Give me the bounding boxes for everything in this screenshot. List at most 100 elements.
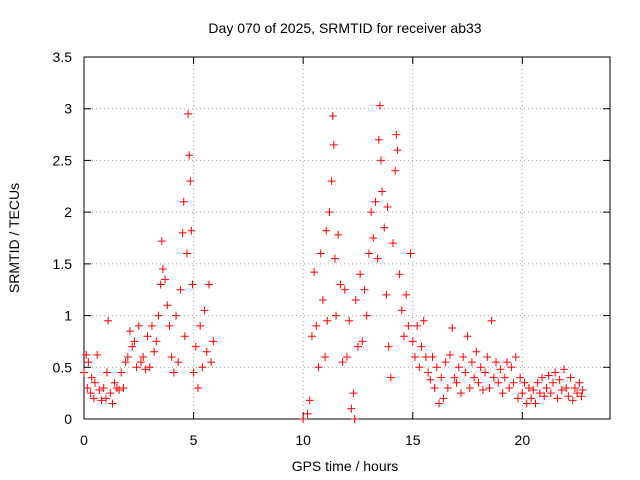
data-point	[99, 383, 108, 392]
data-point	[555, 375, 564, 384]
data-point	[179, 197, 188, 206]
data-point	[117, 368, 126, 377]
data-point	[86, 389, 95, 398]
data-point	[351, 296, 360, 305]
data-point	[330, 254, 339, 263]
data-point	[343, 352, 351, 361]
data-point	[408, 337, 417, 346]
data-point	[163, 301, 172, 310]
data-point	[496, 365, 505, 374]
data-point	[452, 378, 461, 387]
data-point	[90, 378, 99, 387]
data-point	[325, 208, 334, 217]
x-tick-label: 15	[405, 432, 421, 448]
data-point	[154, 311, 163, 320]
data-point	[470, 373, 479, 382]
data-point	[371, 197, 380, 206]
data-point	[132, 363, 141, 372]
x-tick-label: 20	[515, 432, 531, 448]
data-point	[500, 373, 509, 382]
data-point	[432, 363, 441, 372]
data-point	[93, 350, 102, 359]
data-point	[338, 358, 347, 367]
data-point	[492, 358, 501, 367]
data-point	[321, 352, 330, 361]
data-point	[448, 323, 457, 332]
data-point	[502, 358, 511, 367]
data-point	[360, 285, 369, 294]
y-tick-label: 1	[64, 308, 72, 324]
data-point	[152, 337, 161, 346]
data-point	[476, 363, 485, 372]
data-point	[202, 347, 211, 356]
data-point	[200, 306, 209, 315]
data-point	[150, 347, 159, 356]
data-point	[374, 135, 383, 144]
data-point	[84, 358, 93, 367]
data-point	[392, 130, 401, 139]
data-point	[384, 342, 393, 351]
data-point	[417, 342, 426, 351]
data-point	[544, 371, 553, 380]
data-point	[461, 368, 470, 377]
data-point	[316, 249, 325, 258]
data-point	[139, 352, 148, 361]
data-point	[356, 270, 365, 279]
data-point	[80, 368, 88, 377]
data-point	[169, 368, 178, 377]
data-point	[188, 280, 197, 289]
data-point	[386, 373, 395, 382]
data-point	[156, 280, 165, 289]
data-point	[136, 358, 145, 367]
data-point	[402, 290, 411, 299]
x-tick-label: 0	[80, 432, 88, 448]
data-point	[553, 394, 562, 403]
data-point	[345, 316, 354, 325]
data-point	[322, 226, 331, 235]
data-point	[575, 378, 584, 387]
axis-ticks: 0 0.5 1 1.5 2 2.5 3 3.5 0 5 10 15 20	[53, 49, 610, 448]
data-point	[531, 399, 540, 408]
data-point	[147, 321, 156, 330]
data-point	[115, 386, 124, 395]
data-point	[185, 151, 194, 160]
data-point	[573, 389, 582, 398]
data-point	[134, 321, 143, 330]
data-point	[358, 337, 367, 346]
data-point	[485, 383, 494, 392]
data-point	[312, 321, 321, 330]
data-point	[459, 352, 468, 361]
data-point	[483, 352, 492, 361]
data-point	[577, 392, 586, 401]
data-point	[494, 378, 503, 387]
data-point	[446, 350, 455, 359]
y-tick-label: 2	[64, 204, 72, 220]
data-point	[542, 383, 551, 392]
data-point	[334, 230, 343, 239]
data-point	[478, 386, 487, 395]
data-point	[198, 363, 207, 372]
data-point	[375, 101, 384, 110]
data-point	[518, 389, 527, 398]
data-point	[529, 386, 538, 395]
data-point	[106, 389, 115, 398]
data-point	[110, 378, 119, 387]
data-point	[463, 332, 472, 341]
data-point	[369, 234, 378, 242]
data-point	[327, 177, 336, 186]
data-point	[87, 373, 96, 382]
data-point	[516, 373, 525, 382]
data-point	[472, 347, 481, 356]
data-point	[121, 358, 130, 367]
data-point	[391, 166, 400, 175]
data-point	[551, 368, 560, 377]
data-point	[128, 342, 137, 351]
data-point	[373, 254, 382, 263]
data-point	[540, 392, 549, 401]
data-point	[566, 373, 575, 382]
data-point	[435, 399, 444, 408]
data-point	[180, 332, 189, 341]
x-tick-label: 5	[190, 432, 198, 448]
data-point	[487, 316, 496, 325]
data-point	[143, 332, 152, 341]
